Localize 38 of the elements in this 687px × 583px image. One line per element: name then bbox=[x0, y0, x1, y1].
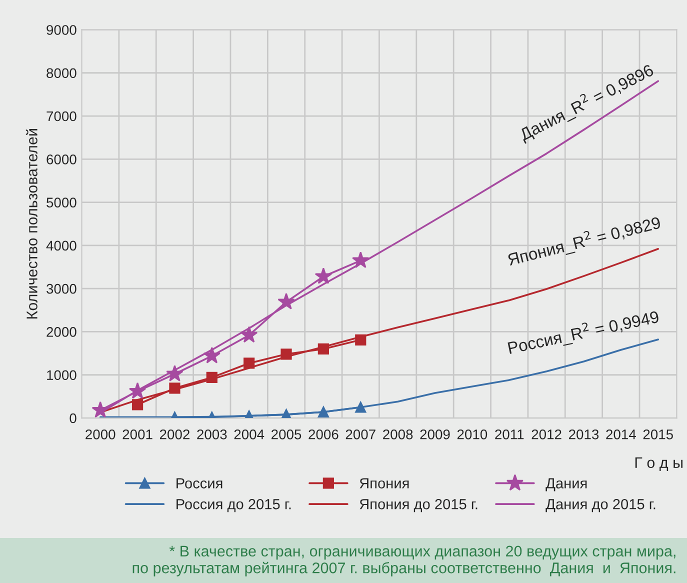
y-tick-label: 8000 bbox=[46, 68, 76, 78]
y-tick-label: 6000 bbox=[46, 154, 76, 164]
legend-label: Россия до 2015 г. bbox=[176, 499, 291, 512]
annotation: Дания_R$^{2}$ = 0,9896 bbox=[516, 60, 656, 144]
x-tick-label: 2007 bbox=[346, 429, 376, 440]
x-tick-label: 2011 bbox=[495, 429, 524, 440]
text: * В качестве стран, ограничивающих диапазон 20 ведущих стран мира, по результатам рейтинга 2007 г. выбраны соответственно Дания и Япония. bbox=[132, 546, 676, 576]
legend-label: Япония bbox=[360, 478, 409, 488]
y-tick-label: 5000 bbox=[46, 198, 76, 208]
legend-label: Япония до 2015 г. bbox=[360, 499, 478, 512]
legend-label: Дания до 2015 г. bbox=[546, 499, 656, 512]
x-tick-label: 2008 bbox=[383, 429, 413, 440]
y-tick-label: 9000 bbox=[46, 25, 76, 35]
y-tick-label: 4000 bbox=[46, 240, 76, 251]
x-tick-label: 2003 bbox=[197, 429, 227, 440]
x-tick-label: 2005 bbox=[272, 429, 302, 440]
legend-label: Россия bbox=[176, 478, 222, 488]
x-tick-label: 2002 bbox=[160, 429, 190, 440]
x-tick-label: 2000 bbox=[86, 429, 116, 440]
y-tick-label: 0 bbox=[70, 413, 76, 424]
x-tick-label: 2012 bbox=[532, 429, 562, 440]
legend-label: Дания bbox=[546, 478, 587, 492]
annotation: Япония_R$^{2}$ = 0,9829 bbox=[506, 213, 662, 269]
x-tick-label: 2006 bbox=[308, 429, 338, 440]
x-tick-label: 2004 bbox=[234, 429, 264, 440]
y-axis-title: Количество пользователей bbox=[26, 129, 38, 318]
x-tick-label: 2013 bbox=[568, 429, 599, 440]
x-tick-label: 2010 bbox=[457, 429, 488, 440]
x-axis-title: Г о д ы bbox=[635, 457, 682, 471]
y-tick-label: 2000 bbox=[46, 327, 76, 337]
y-tick-label: 3000 bbox=[46, 284, 76, 294]
x-tick-label: 2014 bbox=[606, 429, 636, 440]
y-tick-label: 1000 bbox=[47, 370, 76, 380]
x-tick-label: 2015 bbox=[643, 429, 673, 440]
x-tick-label: 2009 bbox=[420, 429, 450, 440]
annotation: Россия_R$^{2}$ = 0,9949 bbox=[506, 307, 660, 358]
y-tick-label: 7000 bbox=[46, 111, 76, 122]
x-tick-label: 2001 bbox=[122, 429, 152, 440]
